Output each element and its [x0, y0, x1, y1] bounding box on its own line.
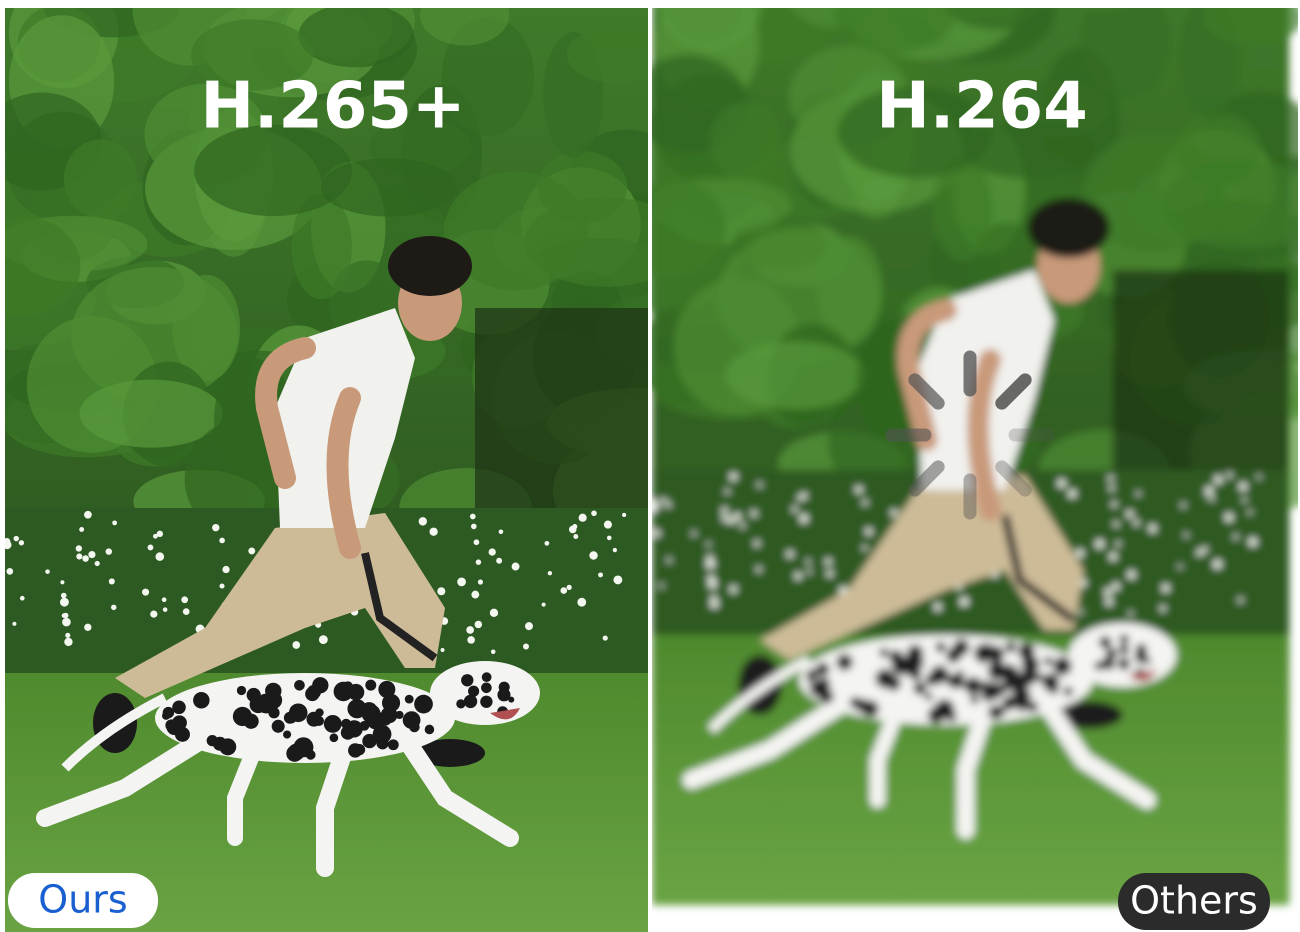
panel-title: H.264	[876, 70, 1087, 144]
spinner-segment	[908, 373, 945, 410]
panel-title: H.265+	[200, 70, 465, 144]
badge-label: Others	[1130, 879, 1258, 923]
spinner-segment	[908, 460, 945, 497]
badge-background	[8, 873, 158, 928]
badge-background	[1118, 873, 1270, 930]
spinner-segment	[995, 460, 1032, 497]
loading-spinner	[885, 350, 1055, 520]
badge-label: Ours	[38, 878, 127, 922]
spinner-segment	[995, 373, 1032, 410]
